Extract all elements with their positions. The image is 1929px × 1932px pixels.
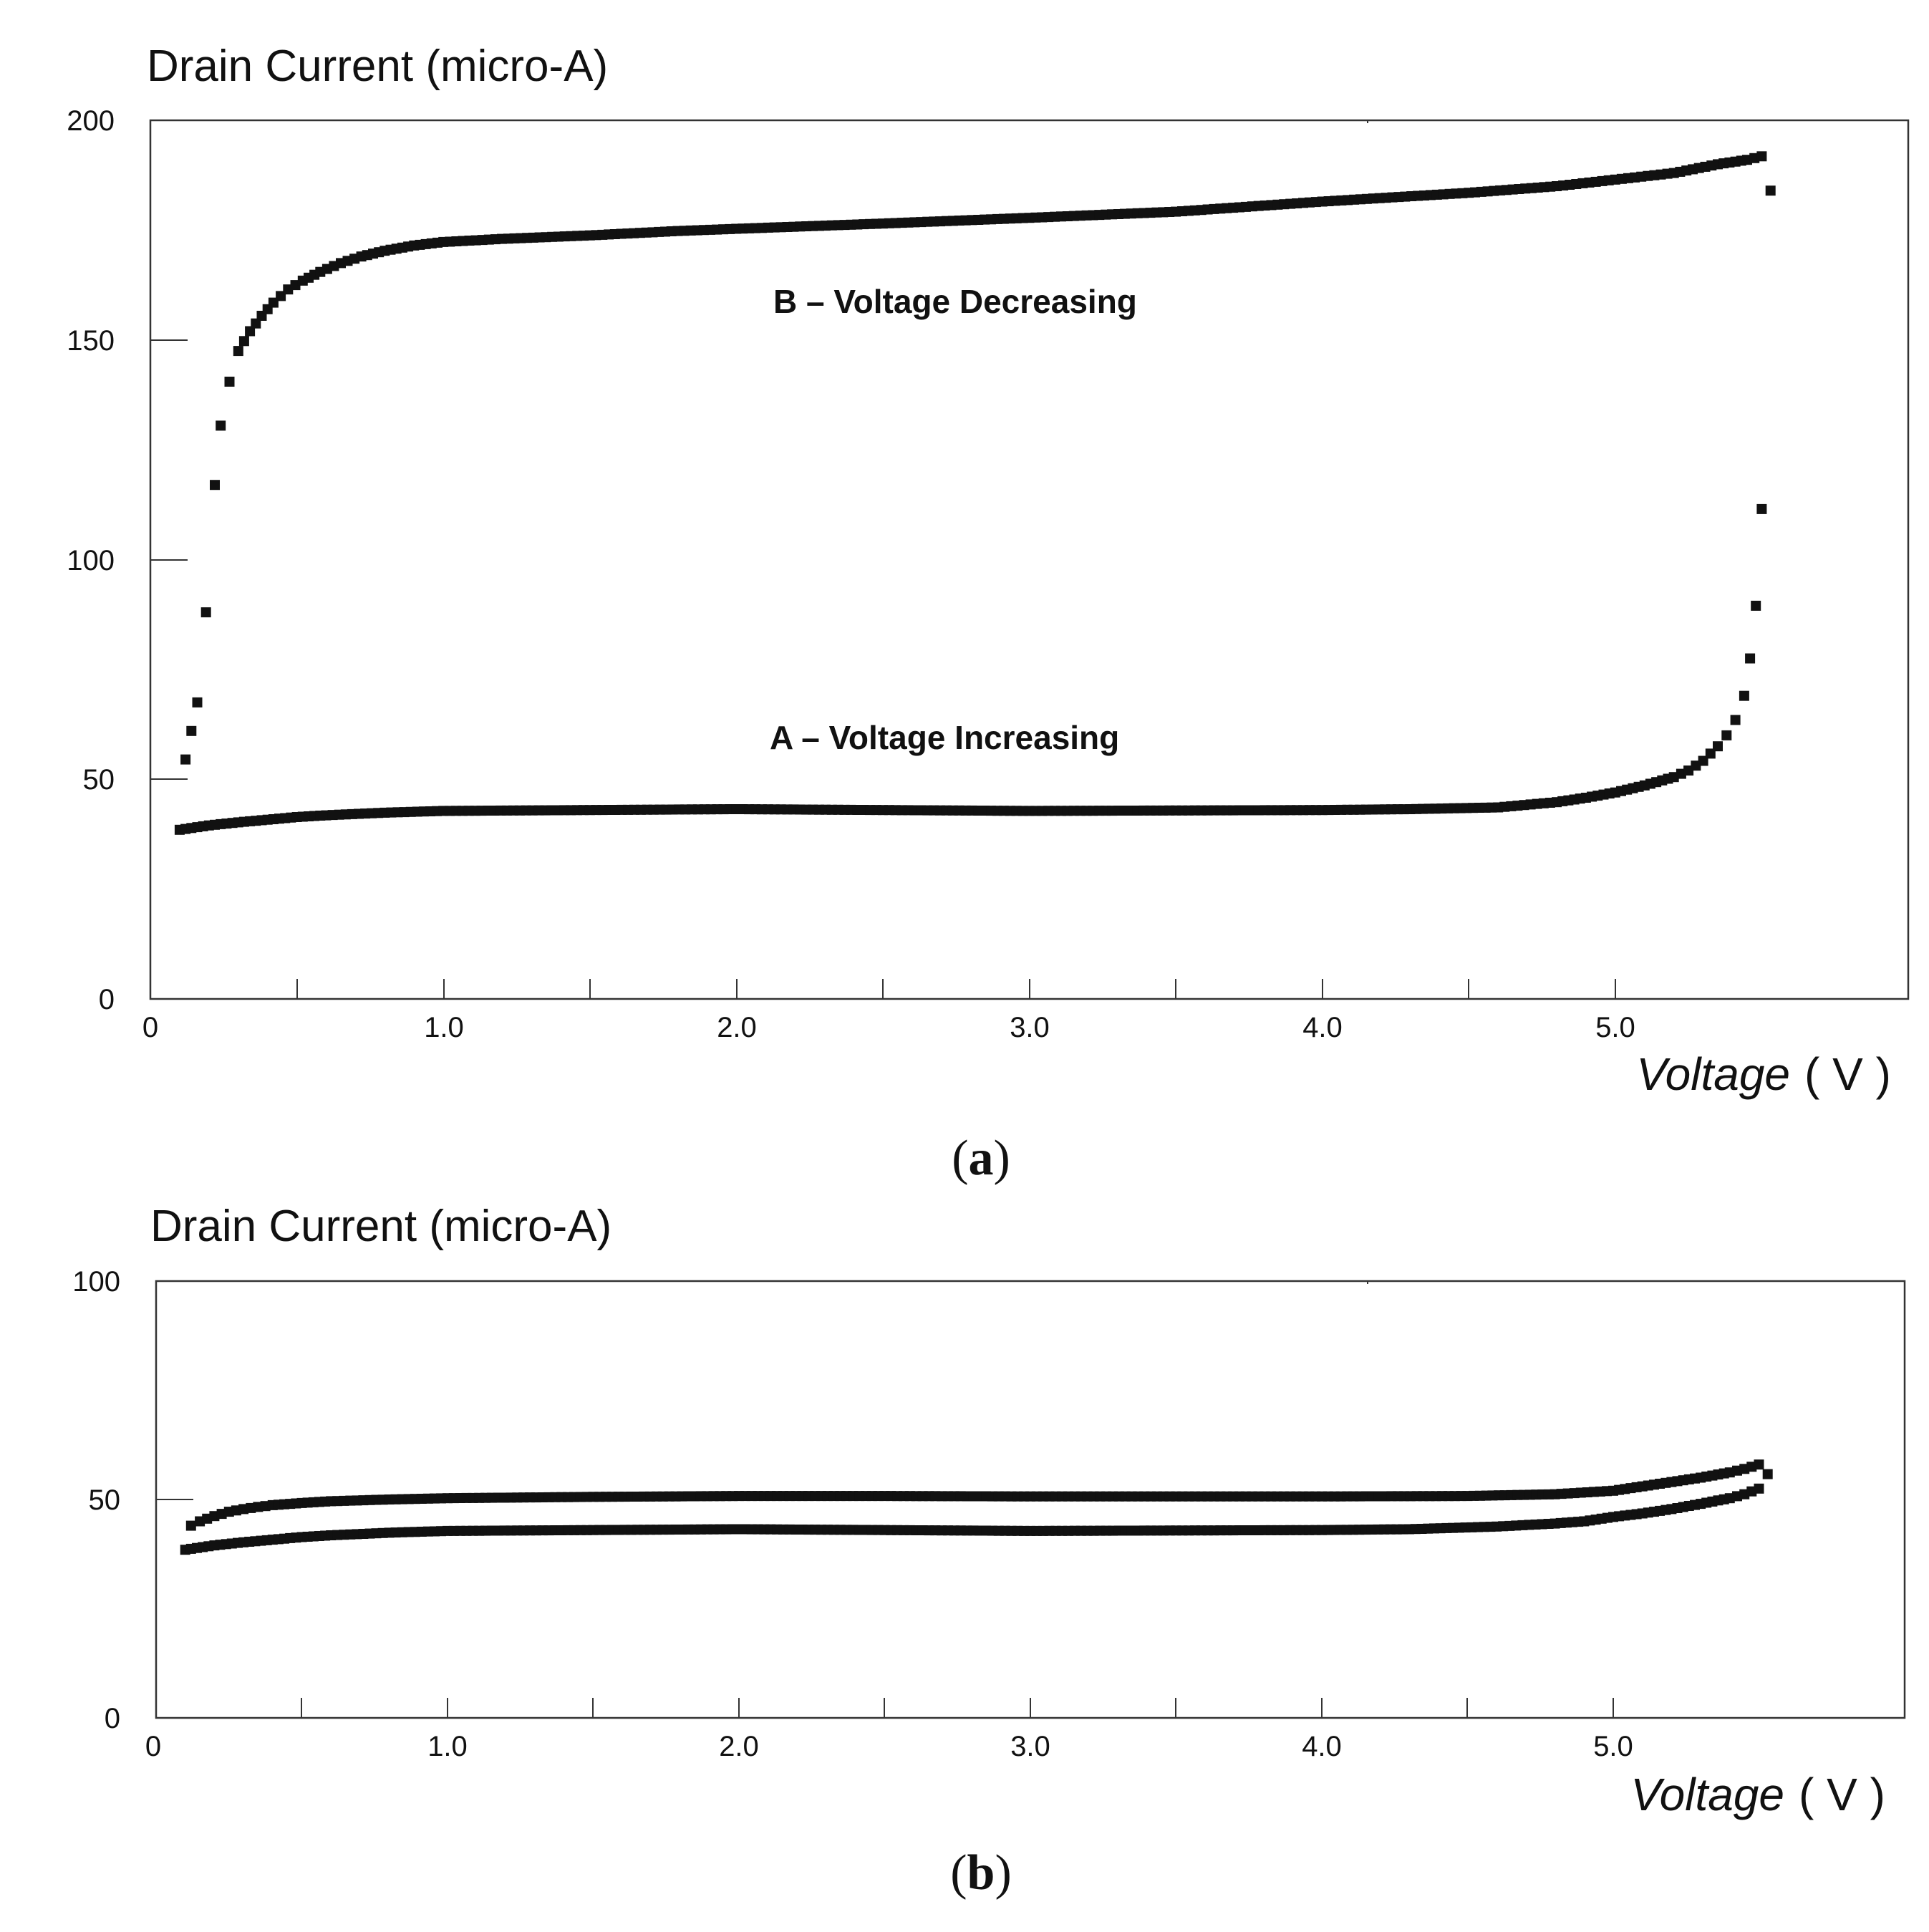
chart-b-xtick-label-0: 0 bbox=[145, 1731, 161, 1762]
chart-a-series-0-point-246 bbox=[1730, 715, 1741, 725]
chart-a-xtick-label-0: 0 bbox=[142, 1012, 158, 1043]
chart-a-xunit: ( V ) bbox=[1804, 1048, 1891, 1100]
chart-b-xtick-label-4.0: 4.0 bbox=[1302, 1731, 1342, 1762]
chart-a-series-0-point-247 bbox=[1739, 690, 1749, 701]
chart-a-series-1-point-1 bbox=[186, 725, 197, 736]
chart-a-series-1-point-9 bbox=[245, 326, 256, 337]
chart-b-xlabel: Voltage bbox=[1630, 1769, 1784, 1820]
chart-b-series-0-point-253 bbox=[1762, 1469, 1773, 1479]
chart-a-xtick-label-2.0: 2.0 bbox=[717, 1012, 757, 1043]
chart-a-plot-area bbox=[149, 119, 1910, 1000]
chart-a-marks bbox=[174, 151, 1776, 835]
chart-a-ytick-label-200: 200 bbox=[67, 105, 115, 137]
chart-a-series-1-point-2 bbox=[192, 697, 203, 707]
chart-b-xtick-label-5.0: 5.0 bbox=[1593, 1731, 1633, 1762]
chart-a-label-a: A – Voltage Increasing bbox=[770, 719, 1119, 756]
chart-a-series-1-point-10 bbox=[251, 318, 261, 329]
chart-a-panel-label: (a) bbox=[952, 1131, 1010, 1186]
chart-a-series-1-point-248 bbox=[1765, 185, 1776, 196]
chart-a-series-1-point-7 bbox=[233, 346, 243, 357]
chart-b-title: Drain Current (micro-A) bbox=[150, 1202, 611, 1251]
chart-b-series-1-point-0 bbox=[185, 1520, 196, 1531]
chart-a: Drain Current (micro-A) 200 150 100 50 0… bbox=[67, 42, 1910, 1186]
chart-a-series-1-point-4 bbox=[210, 480, 220, 491]
chart-a-ytick-label-50: 50 bbox=[83, 764, 115, 796]
chart-a-ytick-label-0: 0 bbox=[99, 984, 115, 1015]
chart-b-ytick-label-0: 0 bbox=[105, 1703, 120, 1734]
chart-b-panel-label: (b) bbox=[950, 1845, 1012, 1900]
chart-b-marks bbox=[180, 1459, 1773, 1555]
chart-b-xtick-label-2.0: 2.0 bbox=[719, 1731, 759, 1762]
chart-a-xtick-label-5.0: 5.0 bbox=[1595, 1012, 1635, 1043]
chart-a-xlabel: Voltage bbox=[1636, 1048, 1790, 1100]
chart-a-ytick-label-150: 150 bbox=[67, 325, 115, 357]
chart-a-series-0-point-249 bbox=[1751, 600, 1761, 611]
chart-a-series-0-point-244 bbox=[1713, 741, 1723, 752]
chart-a-ytick-label-100: 100 bbox=[67, 545, 115, 576]
chart-b-xunit: ( V ) bbox=[1799, 1769, 1885, 1820]
chart-b-series-0-point-252 bbox=[1754, 1483, 1764, 1494]
chart-a-series-1-point-8 bbox=[238, 336, 249, 347]
chart-b: Drain Current (micro-A) 100 50 0 0 1.0 2… bbox=[72, 1202, 1906, 1900]
chart-a-series-1-point-3 bbox=[200, 607, 211, 618]
chart-a-series-1-point-247 bbox=[1756, 151, 1767, 162]
chart-a-series-0-point-248 bbox=[1745, 653, 1756, 664]
chart-a-series-1-point-0 bbox=[180, 754, 191, 765]
chart-a-series-1-point-6 bbox=[224, 377, 235, 387]
chart-a-series-0-point-250 bbox=[1756, 503, 1767, 514]
chart-a-xtick-label-4.0: 4.0 bbox=[1302, 1012, 1343, 1043]
chart-b-ytick-label-100: 100 bbox=[72, 1266, 120, 1298]
chart-a-label-b: B – Voltage Decreasing bbox=[773, 283, 1137, 320]
chart-b-xtick-label-1.0: 1.0 bbox=[427, 1731, 468, 1762]
chart-a-title: Drain Current (micro-A) bbox=[147, 42, 608, 91]
chart-a-xtick-label-3.0: 3.0 bbox=[1010, 1012, 1050, 1043]
chart-a-xtick-label-1.0: 1.0 bbox=[424, 1012, 464, 1043]
chart-a-series-1-point-5 bbox=[216, 420, 226, 431]
chart-b-ytick-label-50: 50 bbox=[89, 1484, 121, 1516]
chart-b-xtick-label-3.0: 3.0 bbox=[1010, 1731, 1050, 1762]
chart-a-series-0-point-245 bbox=[1721, 730, 1732, 740]
chart-b-series-1-point-247 bbox=[1754, 1459, 1764, 1470]
